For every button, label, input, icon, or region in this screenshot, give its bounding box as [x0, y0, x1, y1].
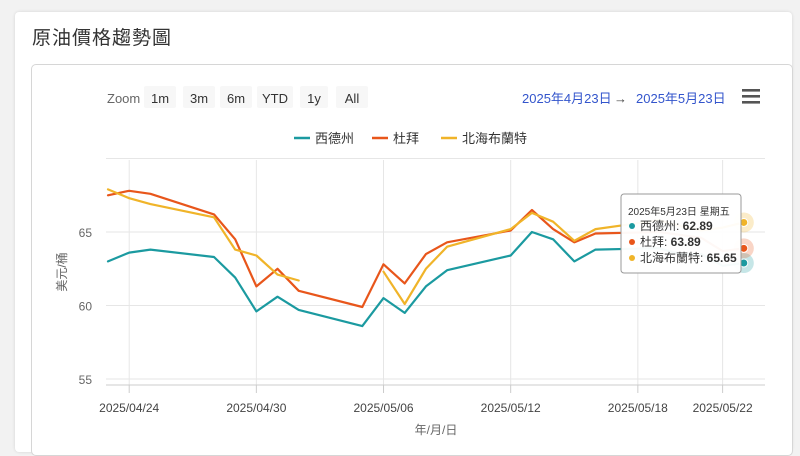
svg-text:3m: 3m [190, 91, 208, 106]
tooltip-bullet [629, 239, 635, 245]
svg-text:北海布蘭特: 北海布蘭特 [462, 131, 527, 146]
y-tick-label: 55 [79, 373, 93, 387]
x-tick-label: 2025/05/12 [481, 401, 541, 415]
range-from[interactable]: 2025年4月23日 [522, 91, 612, 106]
y-axis-ticks: 55 60 65 [79, 226, 93, 387]
legend-item-2[interactable]: 北海布蘭特 [441, 131, 527, 146]
chart-legend: 西德州 杜拜 北海布蘭特 [294, 131, 527, 146]
x-tick-label: 2025/05/22 [693, 401, 753, 415]
tooltip-row: 杜拜: 63.89 [640, 234, 701, 249]
hamburger-menu-icon[interactable] [742, 89, 760, 104]
crude-oil-chart: Zoom 1m 3m 6m YTD 1y All 2025年4月23日 → 2025年5月… [54, 86, 765, 437]
zoom-button-3m[interactable]: 3m [183, 86, 215, 108]
page-title: 原油價格趨勢圖 [32, 28, 173, 49]
svg-text:1m: 1m [151, 91, 169, 106]
zoom-buttons: 1m 3m 6m YTD 1y All [144, 86, 368, 108]
y-tick-label: 60 [79, 300, 93, 314]
tooltip-bullet [629, 223, 635, 229]
y-tick-label: 65 [79, 226, 93, 240]
legend-item-1[interactable]: 杜拜 [372, 131, 419, 146]
svg-text:1y: 1y [307, 91, 321, 106]
zoom-button-ytd[interactable]: YTD [257, 86, 293, 108]
tooltip-row: 西德州: 62.89 [640, 218, 713, 233]
zoom-label: Zoom [107, 91, 140, 106]
tooltip-row: 北海布蘭特: 65.65 [640, 250, 737, 265]
x-axis-title: 年/月/日 [415, 423, 458, 437]
svg-text:西德州: 西德州 [315, 131, 354, 146]
x-tick-label: 2025/04/24 [99, 401, 159, 415]
svg-text:All: All [345, 91, 360, 106]
range-to[interactable]: 2025年5月23日 [636, 91, 726, 106]
y-axis-title: 美元/桶 [54, 252, 69, 291]
svg-text:杜拜: 杜拜 [393, 131, 419, 146]
svg-text:YTD: YTD [262, 91, 288, 106]
tooltip-header: 2025年5月23日 星期五 [628, 205, 730, 218]
tooltip-box [620, 193, 742, 274]
svg-text:6m: 6m [227, 91, 245, 106]
x-tick-label: 2025/05/06 [353, 401, 413, 415]
zoom-button-1y[interactable]: 1y [300, 86, 328, 108]
x-tick-label: 2025/04/30 [226, 401, 286, 415]
legend-item-0[interactable]: 西德州 [294, 131, 354, 146]
x-tick-label: 2025/05/18 [608, 401, 668, 415]
zoom-button-all[interactable]: All [336, 86, 368, 108]
zoom-button-6m[interactable]: 6m [220, 86, 252, 108]
x-axis-ticks: 2025/04/24 2025/04/30 2025/05/06 2025/05/12… [99, 385, 753, 415]
tooltip-bullet [629, 255, 635, 261]
range-arrow: → [614, 91, 627, 106]
zoom-button-1m[interactable]: 1m [144, 86, 176, 108]
